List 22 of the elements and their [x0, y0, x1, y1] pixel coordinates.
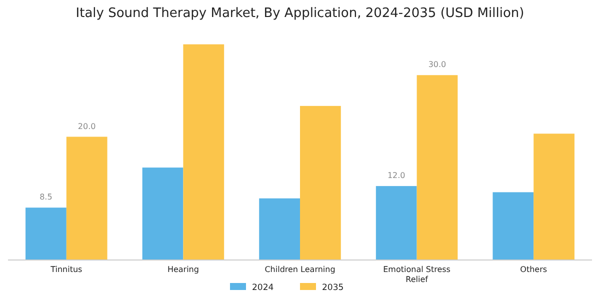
bar	[142, 168, 184, 260]
bar	[300, 106, 341, 260]
legend-label: 2024	[252, 283, 274, 293]
bar	[534, 134, 574, 260]
bar	[492, 192, 534, 260]
bar	[26, 208, 66, 260]
bar	[183, 44, 224, 260]
x-tick-label: Others	[520, 265, 548, 274]
x-tick-label: Emotional Stress Relief	[383, 265, 450, 284]
legend-label: 2035	[322, 283, 344, 293]
data-label: 12.0	[387, 171, 406, 180]
x-tick-label: Tinnitus	[50, 265, 82, 274]
bar	[416, 75, 458, 260]
data-label: 8.5	[40, 192, 52, 202]
x-tick-label: Hearing	[167, 265, 199, 274]
data-label: 30.0	[428, 60, 446, 70]
bar	[66, 136, 108, 260]
data-label: 20.0	[78, 122, 96, 131]
x-tick-label: Children Learning	[264, 265, 336, 274]
bar	[376, 186, 417, 260]
chart-title: Italy Sound Therapy Market, By Application, 2024-2035 (USD Million)	[76, 6, 524, 21]
bar	[259, 198, 300, 260]
